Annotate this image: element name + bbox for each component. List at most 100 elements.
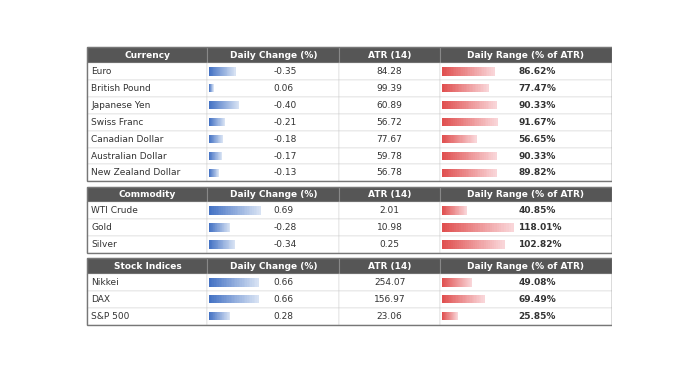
- Bar: [339, 80, 440, 97]
- Bar: [453, 312, 454, 320]
- Bar: [339, 130, 440, 147]
- Bar: [472, 118, 474, 126]
- Bar: [444, 152, 446, 160]
- Bar: [445, 84, 447, 92]
- Text: Nikkei: Nikkei: [91, 278, 119, 287]
- Bar: [481, 118, 483, 126]
- Bar: [213, 223, 214, 232]
- Bar: [255, 278, 257, 287]
- Text: -0.35: -0.35: [274, 67, 297, 76]
- Bar: [215, 101, 216, 109]
- Bar: [214, 240, 216, 249]
- Bar: [210, 169, 211, 177]
- Bar: [477, 152, 479, 160]
- Bar: [252, 295, 254, 303]
- Bar: [214, 67, 216, 76]
- Text: -0.28: -0.28: [274, 223, 297, 232]
- Bar: [233, 67, 234, 76]
- Bar: [462, 152, 464, 160]
- Bar: [451, 240, 453, 249]
- Bar: [241, 295, 243, 303]
- Bar: [217, 135, 218, 143]
- Bar: [87, 202, 207, 219]
- Bar: [451, 278, 452, 287]
- Text: Daily Range (% of ATR): Daily Range (% of ATR): [467, 51, 585, 60]
- Text: 156.97: 156.97: [374, 295, 405, 304]
- Bar: [222, 223, 224, 232]
- Bar: [474, 135, 475, 143]
- Bar: [489, 67, 492, 76]
- Bar: [87, 274, 207, 291]
- Bar: [221, 135, 222, 143]
- Bar: [223, 312, 224, 320]
- Bar: [218, 240, 220, 249]
- Bar: [455, 118, 458, 126]
- Bar: [454, 206, 456, 215]
- Bar: [210, 118, 211, 126]
- Bar: [462, 169, 464, 177]
- Bar: [463, 295, 465, 303]
- Bar: [216, 278, 218, 287]
- Bar: [209, 152, 210, 160]
- Bar: [228, 312, 230, 320]
- Bar: [464, 118, 466, 126]
- Bar: [461, 84, 463, 92]
- Bar: [250, 295, 252, 303]
- Bar: [480, 295, 481, 303]
- Bar: [213, 169, 214, 177]
- Bar: [469, 152, 472, 160]
- Bar: [218, 67, 219, 76]
- Bar: [220, 67, 221, 76]
- Bar: [210, 312, 211, 320]
- Bar: [454, 223, 457, 232]
- Bar: [501, 223, 505, 232]
- Bar: [210, 169, 211, 177]
- Bar: [458, 84, 460, 92]
- Bar: [447, 312, 448, 320]
- Bar: [442, 223, 445, 232]
- Bar: [235, 67, 236, 76]
- Bar: [475, 118, 477, 126]
- Bar: [223, 67, 224, 76]
- Bar: [255, 295, 257, 303]
- Bar: [87, 187, 612, 253]
- Bar: [227, 223, 228, 232]
- Bar: [483, 118, 485, 126]
- Bar: [483, 84, 485, 92]
- Bar: [214, 295, 216, 303]
- Bar: [473, 135, 475, 143]
- Bar: [468, 278, 469, 287]
- Text: Stock Indices: Stock Indices: [114, 262, 182, 271]
- Bar: [473, 152, 475, 160]
- Bar: [215, 169, 216, 177]
- Bar: [252, 206, 254, 215]
- Bar: [451, 67, 453, 76]
- Bar: [339, 202, 440, 219]
- Bar: [482, 152, 484, 160]
- Text: 0.28: 0.28: [274, 312, 294, 321]
- Text: 254.07: 254.07: [374, 278, 405, 287]
- Bar: [496, 118, 498, 126]
- Bar: [223, 118, 224, 126]
- Bar: [453, 169, 456, 177]
- Bar: [484, 101, 486, 109]
- Bar: [442, 295, 444, 303]
- Bar: [219, 101, 220, 109]
- Bar: [482, 67, 484, 76]
- Bar: [458, 135, 460, 143]
- Bar: [455, 278, 456, 287]
- Bar: [339, 97, 440, 114]
- Bar: [239, 206, 241, 215]
- Bar: [220, 312, 221, 320]
- Bar: [452, 84, 454, 92]
- Bar: [447, 312, 448, 320]
- Bar: [245, 278, 248, 287]
- Bar: [227, 295, 229, 303]
- Bar: [212, 135, 213, 143]
- Bar: [219, 152, 220, 160]
- Bar: [463, 278, 464, 287]
- Bar: [440, 114, 612, 130]
- Bar: [446, 169, 448, 177]
- Text: Gold: Gold: [91, 223, 112, 232]
- Bar: [450, 278, 452, 287]
